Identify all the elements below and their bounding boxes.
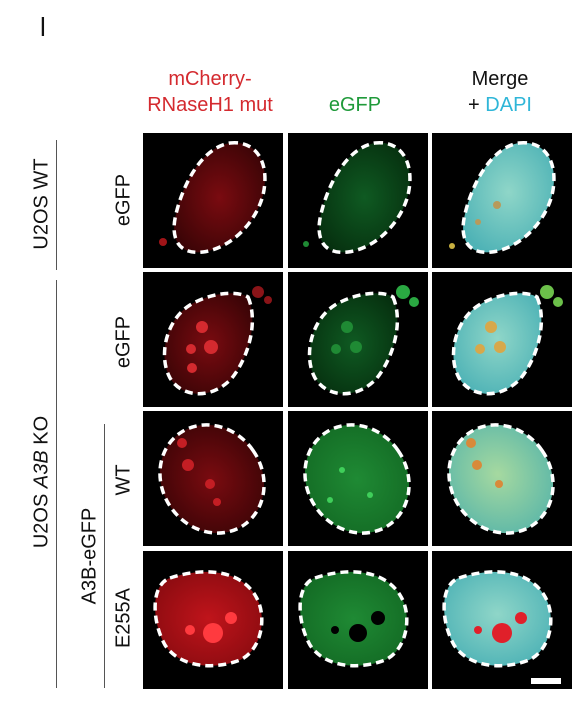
column-header-mcherry-line1: mCherry- [168,68,252,90]
row1-cells [159,141,556,255]
row2-cells [162,285,563,396]
column-header-egfp-text: eGFP [328,94,382,116]
spot [553,297,563,307]
spot [159,238,167,246]
column-header-merge: Merge + DAPI [430,66,570,118]
spot [177,438,187,448]
column-header-mcherry: mCherry- RNaseH1 mut [110,66,310,118]
spot [182,459,194,471]
spot [515,612,527,624]
spot [474,626,482,634]
nucleus-r3-c2 [303,423,411,535]
spot [341,321,353,333]
subgroup-line [104,424,105,688]
spot [303,241,309,247]
nucleus-r1-c2 [317,141,412,255]
column-header-merge-line2: + DAPI [430,92,570,118]
spot [396,285,410,299]
nucleus-r3-c3 [447,423,555,535]
spot [449,243,455,249]
spot [367,492,373,498]
spot [485,321,497,333]
row3-cells [158,423,555,535]
dapi-label: DAPI [485,94,532,116]
spot [187,363,197,373]
nucleus-r1-c3 [461,141,556,255]
group-line-ko [56,280,57,688]
column-header-merge-line1: Merge [471,68,529,90]
spot [475,344,485,354]
row4-cells [153,570,561,684]
spot [185,625,195,635]
group-line-wt [56,140,57,270]
column-header-egfp: eGFP [290,92,420,118]
spot [475,219,481,225]
nucleus-r4-c1 [153,570,264,668]
spot [350,341,362,353]
spot [492,623,512,643]
spot [409,297,419,307]
spot [225,612,237,624]
panel-letter: l [40,12,46,42]
merge-plus: + [468,94,486,116]
nucleus-r1-c1 [172,141,267,255]
spot [494,341,506,353]
nucleus-r4-c2 [298,570,409,668]
spot [205,479,215,489]
spot [540,285,554,299]
spot [495,480,503,488]
scale-bar [531,678,561,684]
spot [203,623,223,643]
spot [196,321,208,333]
spot [472,460,482,470]
spot [264,296,272,304]
spot [252,286,264,298]
nucleus-r3-c1 [158,423,266,535]
spot [339,467,345,473]
nucleus-r4-c3 [442,570,553,668]
spot [331,344,341,354]
spot [327,497,333,503]
spot [466,438,476,448]
spot [331,626,339,634]
spot [493,201,501,209]
column-header-mcherry-line2: RNaseH1 mut [147,94,273,116]
spot [371,611,385,625]
spot [213,498,221,506]
spot [349,624,367,642]
spot [186,344,196,354]
spot [204,340,218,354]
